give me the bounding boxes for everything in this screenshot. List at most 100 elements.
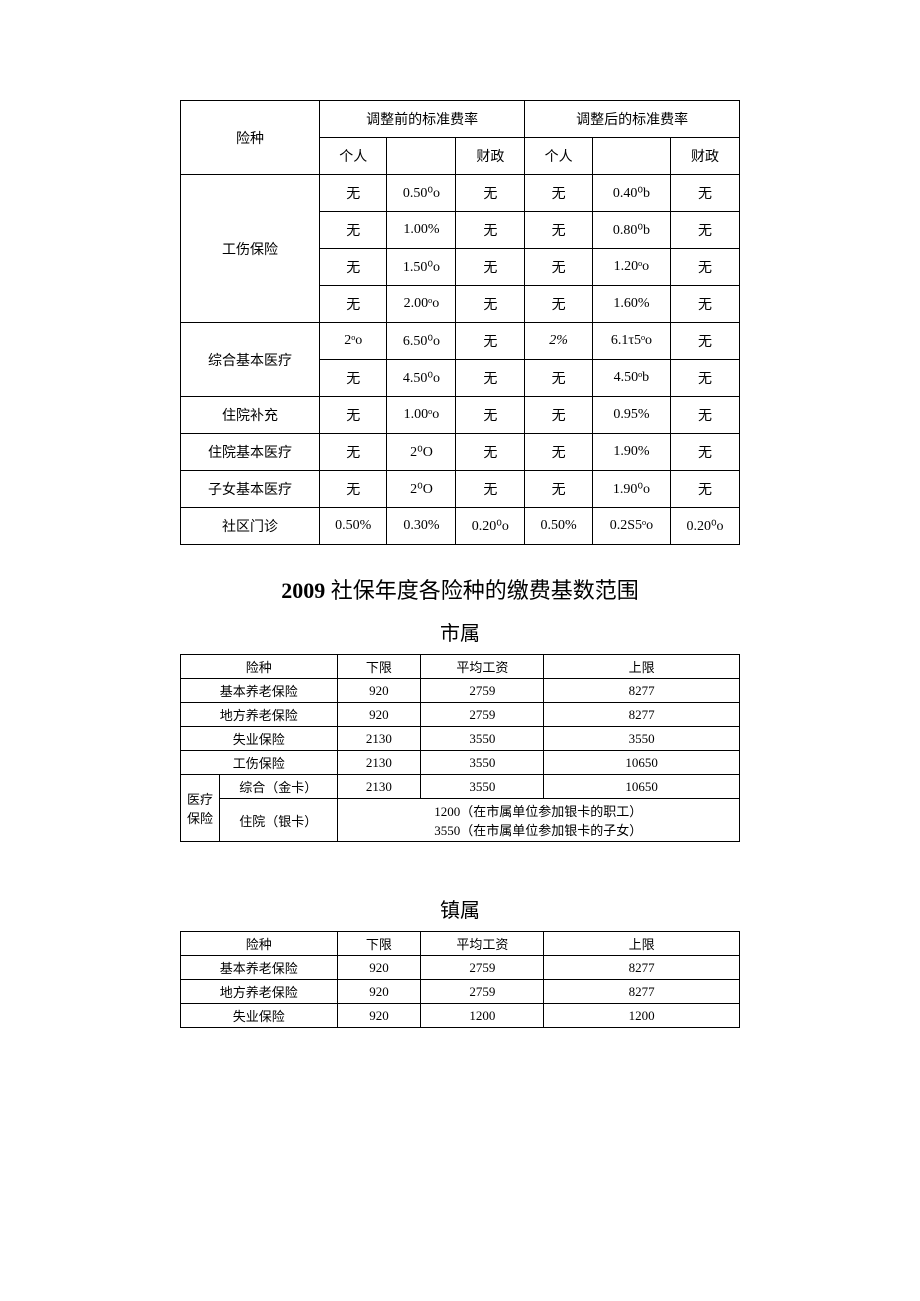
- value-cell: 2759: [421, 703, 544, 727]
- value-cell: 2759: [421, 956, 544, 980]
- type-cell: 地方养老保险: [181, 980, 338, 1004]
- rate-cell: 无: [525, 471, 593, 508]
- type-cell: 基本养老保险: [181, 679, 338, 703]
- rate-cell: 无: [671, 323, 740, 360]
- header-type: 险种: [181, 655, 338, 679]
- rate-cell: 无: [456, 323, 525, 360]
- value-cell: 2759: [421, 679, 544, 703]
- rate-cell: 0.40⁰b: [592, 175, 670, 212]
- rate-cell: 无: [319, 286, 387, 323]
- rate-cell: 2%: [525, 323, 593, 360]
- value-cell: 3550: [421, 727, 544, 751]
- rate-cell: 无: [525, 286, 593, 323]
- value-cell: 2130: [337, 751, 421, 775]
- value-cell: 920: [337, 980, 421, 1004]
- rate-cell: 2⁰O: [387, 434, 456, 471]
- rate-cell: 0.50%: [525, 508, 593, 545]
- rate-cell: 无: [319, 434, 387, 471]
- header-after: 调整后的标准费率: [525, 101, 740, 138]
- header-upper: 上限: [544, 932, 740, 956]
- type-cell: 住院（银卡）: [220, 799, 337, 842]
- header-blank: [387, 138, 456, 175]
- value-cell: 2130: [337, 727, 421, 751]
- rate-cell: 无: [671, 434, 740, 471]
- rate-cell: 1.20ᵒo: [592, 249, 670, 286]
- insurance-type-cell: 综合基本医疗: [181, 323, 320, 397]
- rate-cell: 0.20⁰o: [456, 508, 525, 545]
- subtitle-city: 市属: [180, 617, 740, 646]
- rate-cell: 1.00%: [387, 212, 456, 249]
- value-cell: 8277: [544, 956, 740, 980]
- rate-cell: 1.90%: [592, 434, 670, 471]
- value-cell: 920: [337, 679, 421, 703]
- rate-cell: 无: [456, 360, 525, 397]
- header-fiscal: 财政: [456, 138, 525, 175]
- type-cell: 工伤保险: [181, 751, 338, 775]
- rate-cell: 1.50⁰o: [387, 249, 456, 286]
- rate-cell: 无: [456, 471, 525, 508]
- section-title: 2009 社保年度各险种的缴费基数范围: [180, 573, 740, 605]
- rate-cell: 2.00ᵒo: [387, 286, 456, 323]
- title-year: 2009: [281, 578, 325, 603]
- rate-cell: 1.90⁰o: [592, 471, 670, 508]
- header-upper: 上限: [544, 655, 740, 679]
- rate-cell: 无: [456, 434, 525, 471]
- title-text: 社保年度各险种的缴费基数范围: [325, 578, 639, 603]
- value-cell: 10650: [544, 751, 740, 775]
- value-cell: 3550: [421, 775, 544, 799]
- rate-cell: 无: [456, 249, 525, 286]
- medical-group-cell: 医疗保险: [181, 775, 220, 842]
- rate-cell: 无: [319, 212, 387, 249]
- insurance-type-cell: 社区门诊: [181, 508, 320, 545]
- value-cell: 3550: [544, 727, 740, 751]
- rate-cell: 无: [319, 175, 387, 212]
- rate-cell: 4.50⁰o: [387, 360, 456, 397]
- rate-cell: 无: [671, 397, 740, 434]
- rate-cell: 0.95%: [592, 397, 670, 434]
- silver-note-cell: 1200（在市属单位参加银卡的职工）3550（在市属单位参加银卡的子女）: [337, 799, 740, 842]
- rate-cell: 0.50⁰o: [387, 175, 456, 212]
- rate-cell: 无: [671, 286, 740, 323]
- subtitle-town: 镇属: [180, 894, 740, 923]
- rate-cell: 0.50%: [319, 508, 387, 545]
- header-avg: 平均工资: [421, 655, 544, 679]
- insurance-type-cell: 住院基本医疗: [181, 434, 320, 471]
- value-cell: 8277: [544, 703, 740, 727]
- header-blank: [592, 138, 670, 175]
- rate-cell: 无: [671, 249, 740, 286]
- rate-cell: 无: [525, 360, 593, 397]
- rate-cell: 4.50ᵒb: [592, 360, 670, 397]
- type-cell: 失业保险: [181, 727, 338, 751]
- type-cell: 地方养老保险: [181, 703, 338, 727]
- rate-cell: 2ᵒo: [319, 323, 387, 360]
- rate-cell: 无: [456, 175, 525, 212]
- rate-cell: 无: [671, 175, 740, 212]
- value-cell: 2759: [421, 980, 544, 1004]
- rate-cell: 1.60%: [592, 286, 670, 323]
- rate-cell: 无: [525, 434, 593, 471]
- rate-cell: 1.00ᵒo: [387, 397, 456, 434]
- rate-cell: 无: [456, 286, 525, 323]
- rate-cell: 无: [671, 360, 740, 397]
- rate-cell: 0.20⁰o: [671, 508, 740, 545]
- rate-cell: 无: [319, 397, 387, 434]
- value-cell: 1200: [421, 1004, 544, 1028]
- rate-cell: 无: [319, 249, 387, 286]
- header-lower: 下限: [337, 655, 421, 679]
- rate-cell: 无: [456, 212, 525, 249]
- rate-cell: 6.50⁰o: [387, 323, 456, 360]
- header-personal: 个人: [319, 138, 387, 175]
- city-base-table: 险种 下限 平均工资 上限 基本养老保险92027598277 地方养老保险920…: [180, 654, 740, 842]
- rate-cell: 0.80⁰b: [592, 212, 670, 249]
- value-cell: 920: [337, 956, 421, 980]
- rate-cell: 无: [671, 212, 740, 249]
- header-type: 险种: [181, 932, 338, 956]
- rate-cell: 无: [456, 397, 525, 434]
- rate-cell: 无: [319, 360, 387, 397]
- value-cell: 10650: [544, 775, 740, 799]
- type-cell: 综合（金卡）: [220, 775, 337, 799]
- value-cell: 920: [337, 703, 421, 727]
- value-cell: 8277: [544, 679, 740, 703]
- rate-cell: 0.2S5ᵒo: [592, 508, 670, 545]
- type-cell: 基本养老保险: [181, 956, 338, 980]
